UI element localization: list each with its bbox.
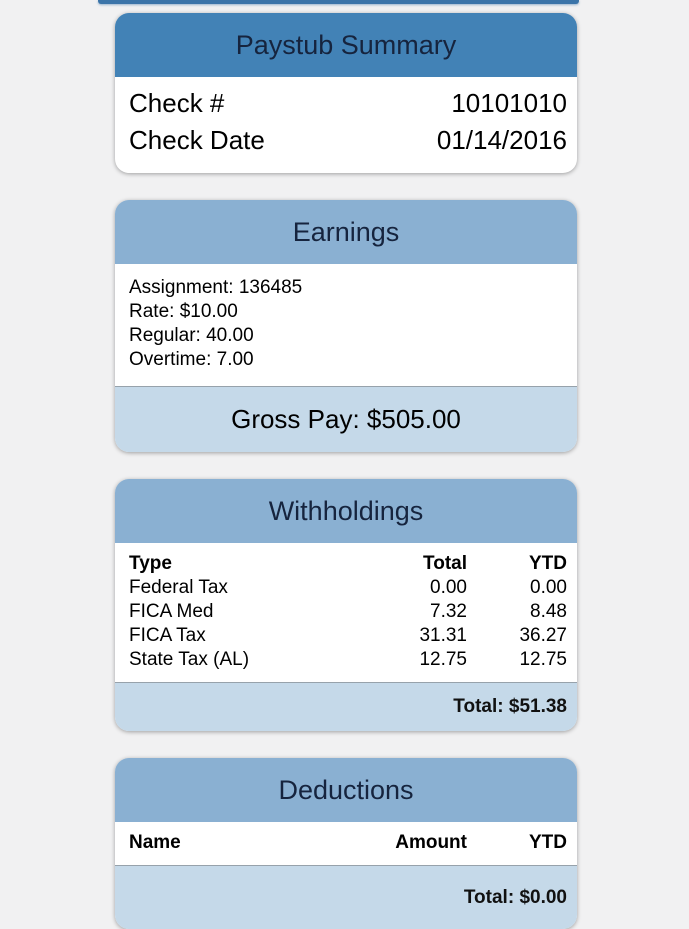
withholdings-title: Withholdings — [268, 495, 424, 526]
paystub-summary-title: Paystub Summary — [235, 29, 457, 60]
withholdings-row-fica-med: FICA Med 7.32 8.48 — [129, 600, 567, 624]
withholding-ytd: 0.00 — [530, 577, 567, 598]
withholdings-header-row: Type Total YTD — [129, 552, 567, 576]
withholdings-col-total: Total — [423, 553, 467, 574]
deductions-col-name: Name — [129, 832, 181, 853]
withholding-total: 12.75 — [419, 649, 467, 670]
gross-pay-footer: Gross Pay: $505.00 — [115, 386, 577, 452]
deductions-total-footer: Total: $0.00 — [115, 865, 577, 929]
earnings-rate-line: Rate: $10.00 — [129, 301, 238, 322]
paystub-summary-body: Check # 10101010 Check Date 01/14/2016 — [115, 77, 577, 173]
check-number-label: Check # — [129, 88, 225, 118]
withholding-ytd: 12.75 — [519, 649, 567, 670]
earnings-body: Assignment: 136485 Rate: $10.00 Regular:… — [115, 264, 577, 386]
deductions-card: Deductions Name Amount YTD Total: $0.00 — [115, 758, 577, 929]
withholding-total: 0.00 — [430, 577, 467, 598]
check-date-value: 01/14/2016 — [436, 125, 567, 155]
withholdings-row-fica-tax: FICA Tax 31.31 36.27 — [129, 624, 567, 648]
gross-pay-text: Gross Pay: $505.00 — [231, 404, 461, 434]
withholdings-row-state-tax: State Tax (AL) 12.75 12.75 — [129, 648, 567, 672]
withholding-total: 7.32 — [430, 601, 467, 622]
earnings-card: Earnings Assignment: 136485 Rate: $10.00… — [115, 200, 577, 452]
withholding-ytd: 36.27 — [519, 625, 567, 646]
paystub-summary-card: Paystub Summary Check # 10101010 Check D… — [115, 13, 577, 173]
withholdings-card: Withholdings Type Total YTD Federal Tax … — [115, 479, 577, 731]
withholdings-col-type: Type — [129, 553, 172, 574]
deductions-title: Deductions — [278, 774, 414, 805]
withholdings-total-footer: Total: $51.38 — [115, 682, 577, 731]
check-number-value: 10101010 — [451, 88, 567, 118]
withholding-type: Federal Tax — [129, 577, 228, 598]
withholding-type: FICA Med — [129, 601, 214, 622]
deductions-col-ytd: YTD — [529, 832, 567, 853]
deductions-header-row: Name Amount YTD — [129, 831, 567, 855]
withholding-total: 31.31 — [419, 625, 467, 646]
check-date-label: Check Date — [129, 125, 265, 155]
withholding-type: State Tax (AL) — [129, 649, 250, 670]
paystub-page: Paystub Summary Check # 10101010 Check D… — [115, 13, 577, 929]
withholdings-total-text: Total: $51.38 — [453, 696, 567, 717]
deductions-table: Name Amount YTD — [115, 822, 577, 865]
check-number-row: Check # 10101010 — [129, 85, 567, 122]
deductions-header: Deductions — [115, 758, 577, 822]
earnings-overtime-line: Overtime: 7.00 — [129, 349, 254, 370]
check-date-row: Check Date 01/14/2016 — [129, 122, 567, 159]
earnings-regular-line: Regular: 40.00 — [129, 325, 254, 346]
deductions-total-text: Total: $0.00 — [463, 886, 567, 908]
withholdings-header: Withholdings — [115, 479, 577, 543]
earnings-assignment-line: Assignment: 136485 — [129, 277, 303, 298]
withholding-ytd: 8.48 — [530, 601, 567, 622]
paystub-summary-header: Paystub Summary — [115, 13, 577, 77]
earnings-header: Earnings — [115, 200, 577, 264]
withholdings-col-ytd: YTD — [529, 553, 567, 574]
withholdings-table: Type Total YTD Federal Tax 0.00 0.00 FIC… — [115, 543, 577, 682]
top-edge-strip — [98, 0, 579, 4]
withholdings-row-federal-tax: Federal Tax 0.00 0.00 — [129, 576, 567, 600]
deductions-col-amount: Amount — [395, 832, 467, 853]
earnings-title: Earnings — [292, 216, 400, 247]
withholding-type: FICA Tax — [129, 625, 206, 646]
